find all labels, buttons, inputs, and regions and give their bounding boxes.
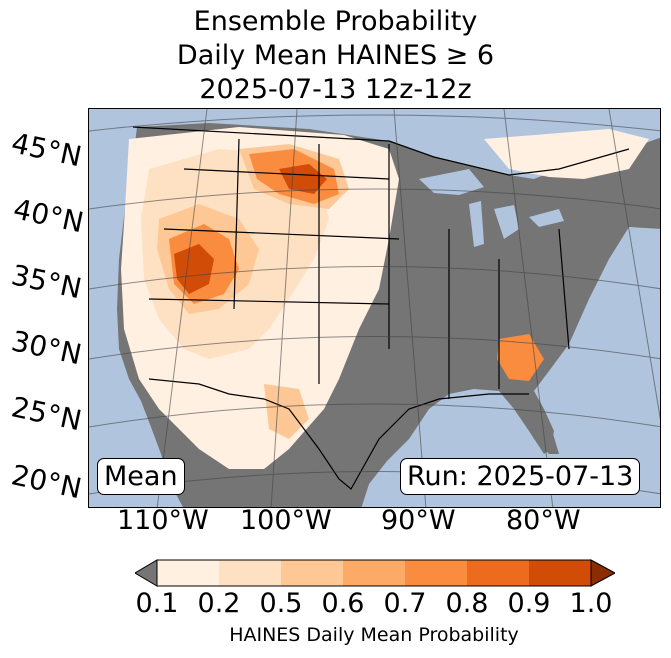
colorbar-bin-5 <box>405 560 467 586</box>
great-lakes <box>419 169 564 247</box>
colorbar-bin-2 <box>219 560 281 586</box>
map-canvas <box>89 109 660 507</box>
lat-label-35: 35°N <box>8 258 85 306</box>
lon-label-80: 80°W <box>506 505 581 536</box>
prob-0.7-southeast <box>497 334 544 381</box>
lat-label-30: 30°N <box>8 324 85 372</box>
graticule <box>89 109 660 507</box>
colorbar-tick-0.2: 0.2 <box>197 588 241 619</box>
colorbar-bin-1 <box>157 560 219 586</box>
prob-0.5-texas <box>264 384 309 439</box>
colorbar-bin-3 <box>281 560 343 586</box>
colorbar-bin-7 <box>529 560 591 586</box>
lon-label-110: 110°W <box>117 505 209 536</box>
lat-label-25: 25°N <box>8 390 85 438</box>
colorbar-bin-4 <box>343 560 405 586</box>
lat-label-20: 20°N <box>8 458 85 506</box>
colorbar-tick-0.8: 0.8 <box>445 588 489 619</box>
colorbar-bin-6 <box>467 560 529 586</box>
prob-0.1-east <box>484 129 649 179</box>
mean-label: Mean <box>97 458 185 495</box>
colorbar-tick-0.5: 0.5 <box>259 588 303 619</box>
colorbar-tick-0.1: 0.1 <box>135 588 179 619</box>
boundaries <box>132 126 630 490</box>
title-line-1: Ensemble Probability <box>193 6 478 37</box>
colorbar-tick-0.6: 0.6 <box>321 588 365 619</box>
title-line-3: 2025-07-13 12z-12z <box>199 74 472 105</box>
title-line-2: Daily Mean HAINES ≥ 6 <box>176 40 495 71</box>
florida <box>529 427 559 454</box>
colorbar-under-arrow <box>135 559 158 587</box>
prob-0.9-core-west <box>174 244 214 294</box>
colorbar-over-arrow <box>590 559 615 587</box>
colorbar-outline <box>156 559 592 587</box>
lat-label-40: 40°N <box>10 192 87 240</box>
lat-label-45: 45°N <box>8 126 85 174</box>
run-label: Run: 2025-07-13 <box>400 458 641 495</box>
colorbar <box>135 559 615 587</box>
lon-label-100: 100°W <box>240 505 332 536</box>
lon-label-90: 90°W <box>381 505 456 536</box>
colorbar-label: HAINES Daily Mean Probability <box>229 624 519 646</box>
colorbar-tick-0.7: 0.7 <box>383 588 427 619</box>
colorbar-tick-0.9: 0.9 <box>507 588 551 619</box>
probability-map <box>88 108 661 508</box>
prob-0.9-core-north <box>279 164 327 194</box>
colorbar-tick-1.0: 1.0 <box>569 588 613 619</box>
